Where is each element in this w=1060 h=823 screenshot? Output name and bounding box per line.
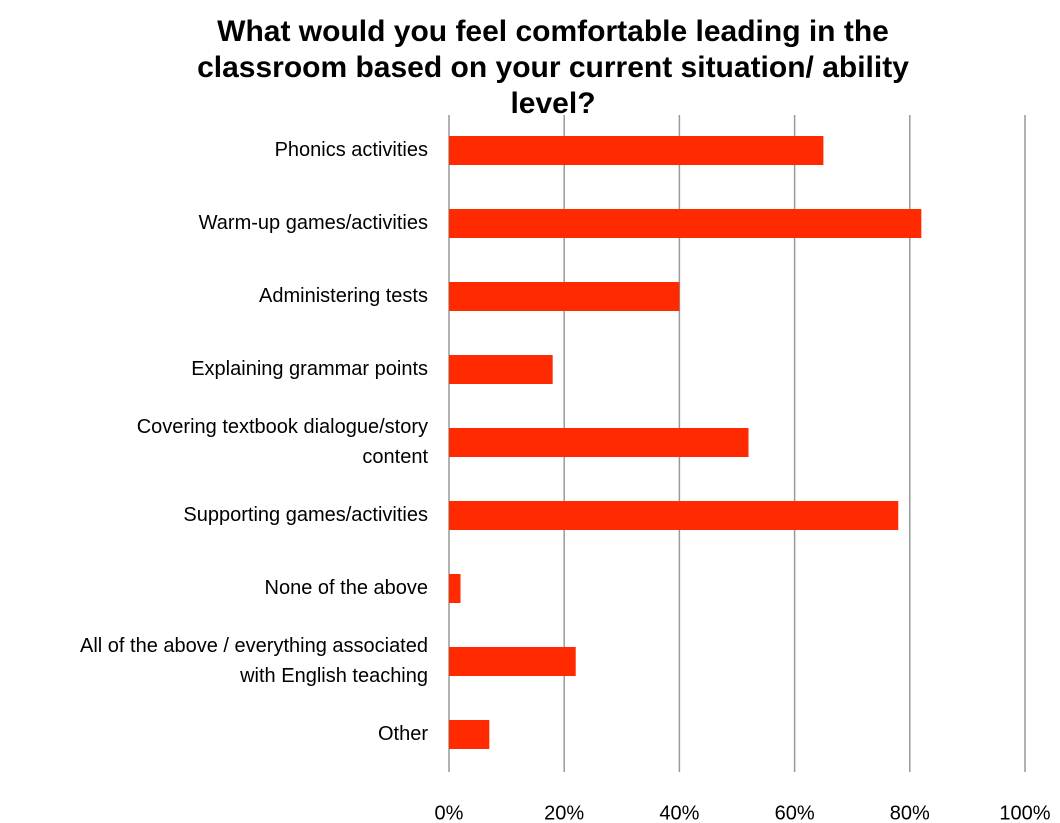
x-tick-label: 100% [999, 802, 1050, 823]
bar [449, 136, 824, 165]
x-tick-label: 20% [544, 802, 584, 823]
x-tick-label: 40% [659, 802, 699, 823]
x-axis-tick-labels: 0% 20% 40% 60% 80% 100% [435, 802, 1051, 823]
bar [449, 574, 461, 603]
category-label: None of the above [265, 577, 428, 599]
chart-title-line: What would you feel comfortable leading … [217, 15, 889, 48]
category-label: with English teaching [239, 665, 428, 687]
x-tick-label: 80% [890, 802, 930, 823]
bar [449, 282, 680, 311]
x-tick-label: 0% [435, 802, 464, 823]
category-label: Covering textbook dialogue/story [137, 416, 428, 438]
category-label: Explaining grammar points [191, 358, 428, 380]
bar [449, 355, 553, 384]
bar [449, 209, 922, 238]
chart-title: What would you feel comfortable leading … [197, 15, 909, 120]
bar [449, 501, 899, 530]
chart-title-line: classroom based on your current situatio… [197, 51, 909, 84]
bar [449, 428, 749, 457]
bars [449, 136, 922, 749]
category-label: Supporting games/activities [183, 504, 428, 526]
category-label: All of the above / everything associated [80, 635, 428, 657]
bar [449, 720, 490, 749]
category-label: content [362, 446, 428, 468]
chart-title-line: level? [510, 87, 595, 120]
category-label: Warm-up games/activities [199, 212, 428, 234]
category-labels: Phonics activities Warm-up games/activiti… [80, 139, 428, 745]
category-label: Administering tests [259, 285, 428, 307]
category-label: Phonics activities [275, 139, 428, 161]
bar [449, 647, 576, 676]
category-label: Other [378, 723, 428, 745]
x-tick-label: 60% [775, 802, 815, 823]
